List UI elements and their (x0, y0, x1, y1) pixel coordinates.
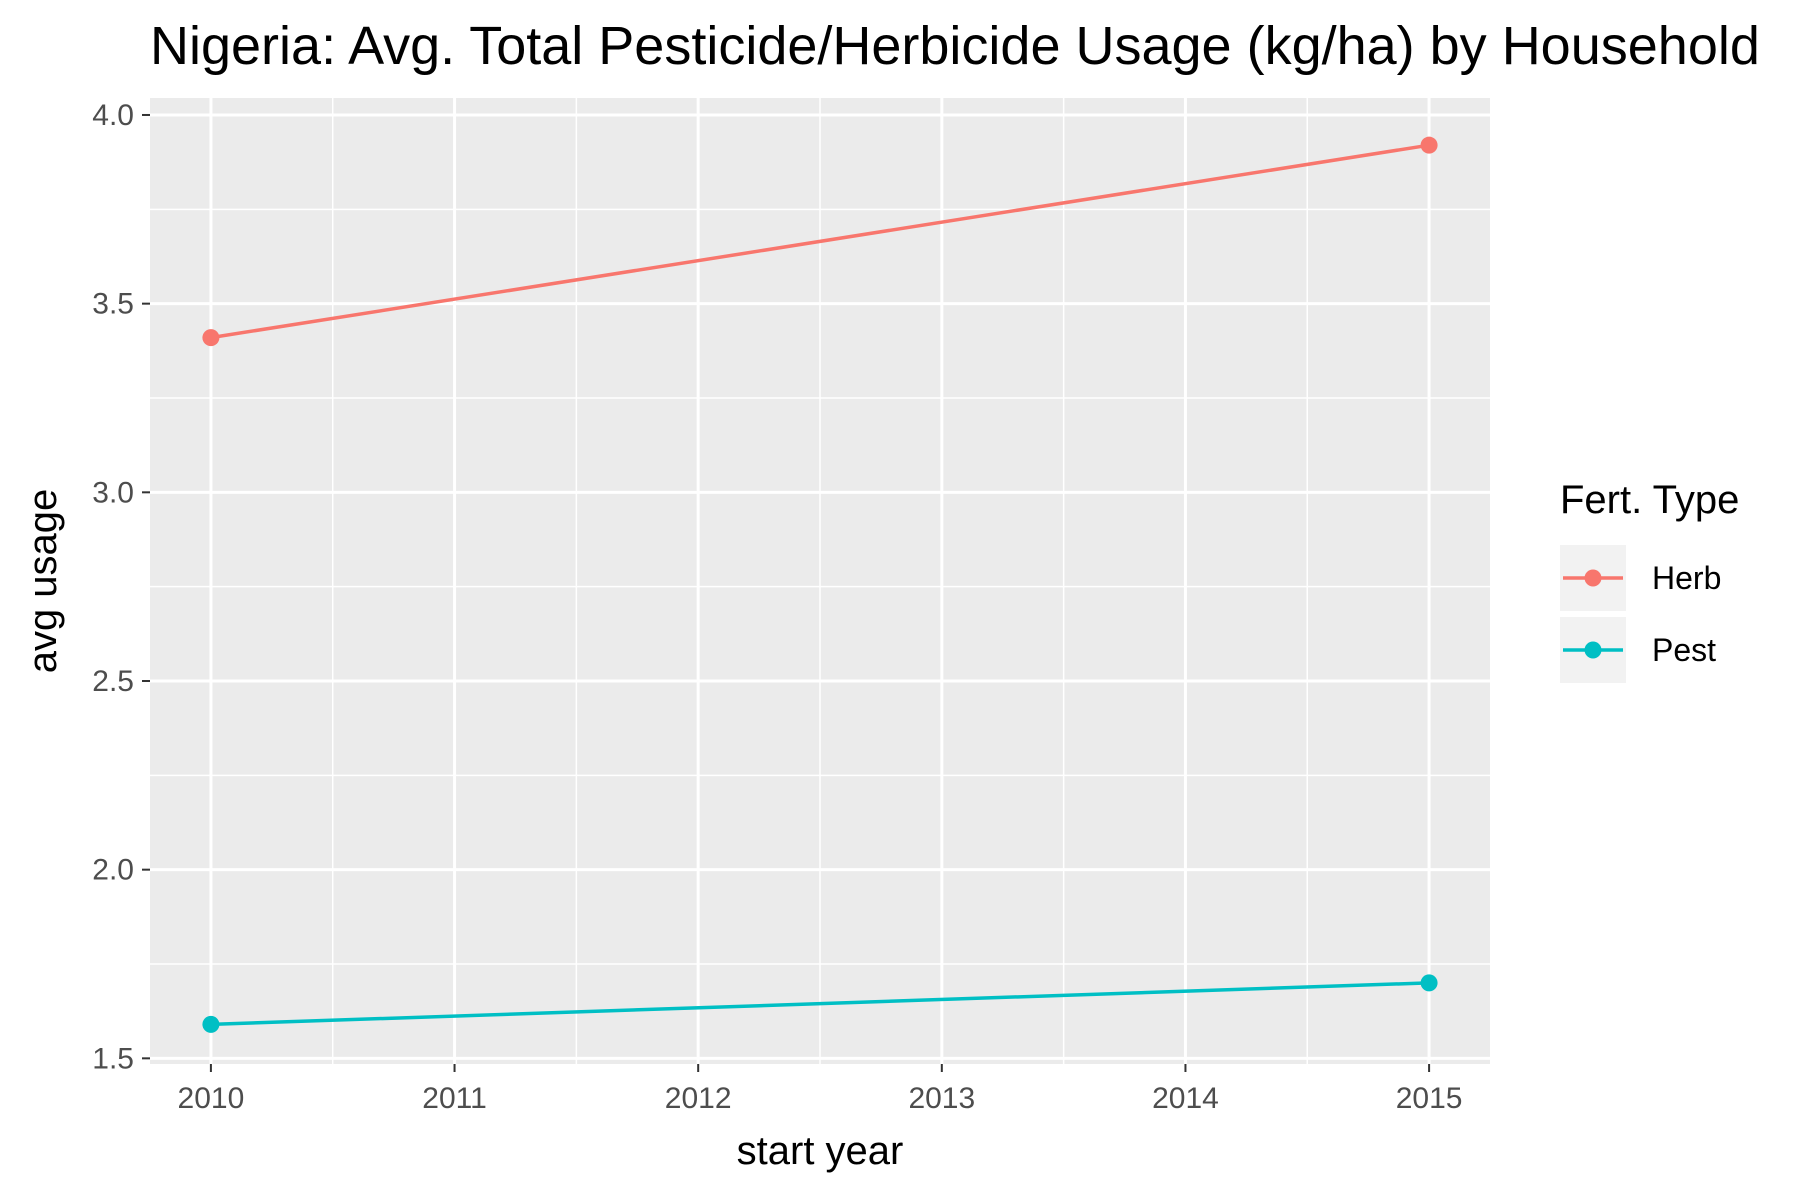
data-point-pest (202, 1015, 220, 1033)
series-line-herb (210, 143, 1430, 340)
x-tick-label: 2011 (422, 1082, 487, 1115)
x-axis: 2010 2011 2012 2013 2014 2015 (178, 1064, 1463, 1115)
chart-title: Nigeria: Avg. Total Pesticide/Herbicide … (150, 16, 1760, 76)
legend-label-pest: Pest (1652, 632, 1716, 668)
y-tick-label: 4.0 (92, 99, 134, 132)
legend-point-pest (1584, 641, 1602, 659)
legend-label-herb: Herb (1652, 560, 1721, 596)
y-tick-label: 3.0 (92, 476, 134, 509)
y-tick-label: 3.5 (92, 288, 134, 321)
data-point-pest (1420, 974, 1438, 992)
legend: Fert. Type Herb Pest (1560, 478, 1739, 683)
legend-title: Fert. Type (1560, 478, 1739, 522)
legend-item-herb: Herb (1560, 545, 1721, 611)
major-gridlines (150, 98, 1490, 1064)
y-axis-label: avg usage (21, 489, 65, 674)
x-tick-label: 2010 (178, 1082, 245, 1115)
x-tick-label: 2012 (665, 1082, 732, 1115)
data-point-herb (1420, 136, 1438, 154)
y-tick-label: 2.0 (92, 854, 134, 887)
x-tick-label: 2014 (1152, 1082, 1219, 1115)
x-tick-label: 2013 (908, 1082, 975, 1115)
y-axis: 1.5 2.0 2.5 3.0 3.5 4.0 (92, 99, 150, 1075)
series-layer (202, 136, 1438, 1033)
legend-point-herb (1584, 569, 1602, 587)
x-tick-label: 2015 (1396, 1082, 1463, 1115)
legend-item-pest: Pest (1560, 617, 1716, 683)
series-line-pest (210, 981, 1430, 1027)
y-tick-label: 1.5 (92, 1042, 134, 1075)
y-tick-label: 2.5 (92, 665, 134, 698)
x-axis-label: start year (737, 1129, 904, 1173)
minor-gridlines (150, 98, 1490, 1064)
data-point-herb (202, 329, 220, 347)
